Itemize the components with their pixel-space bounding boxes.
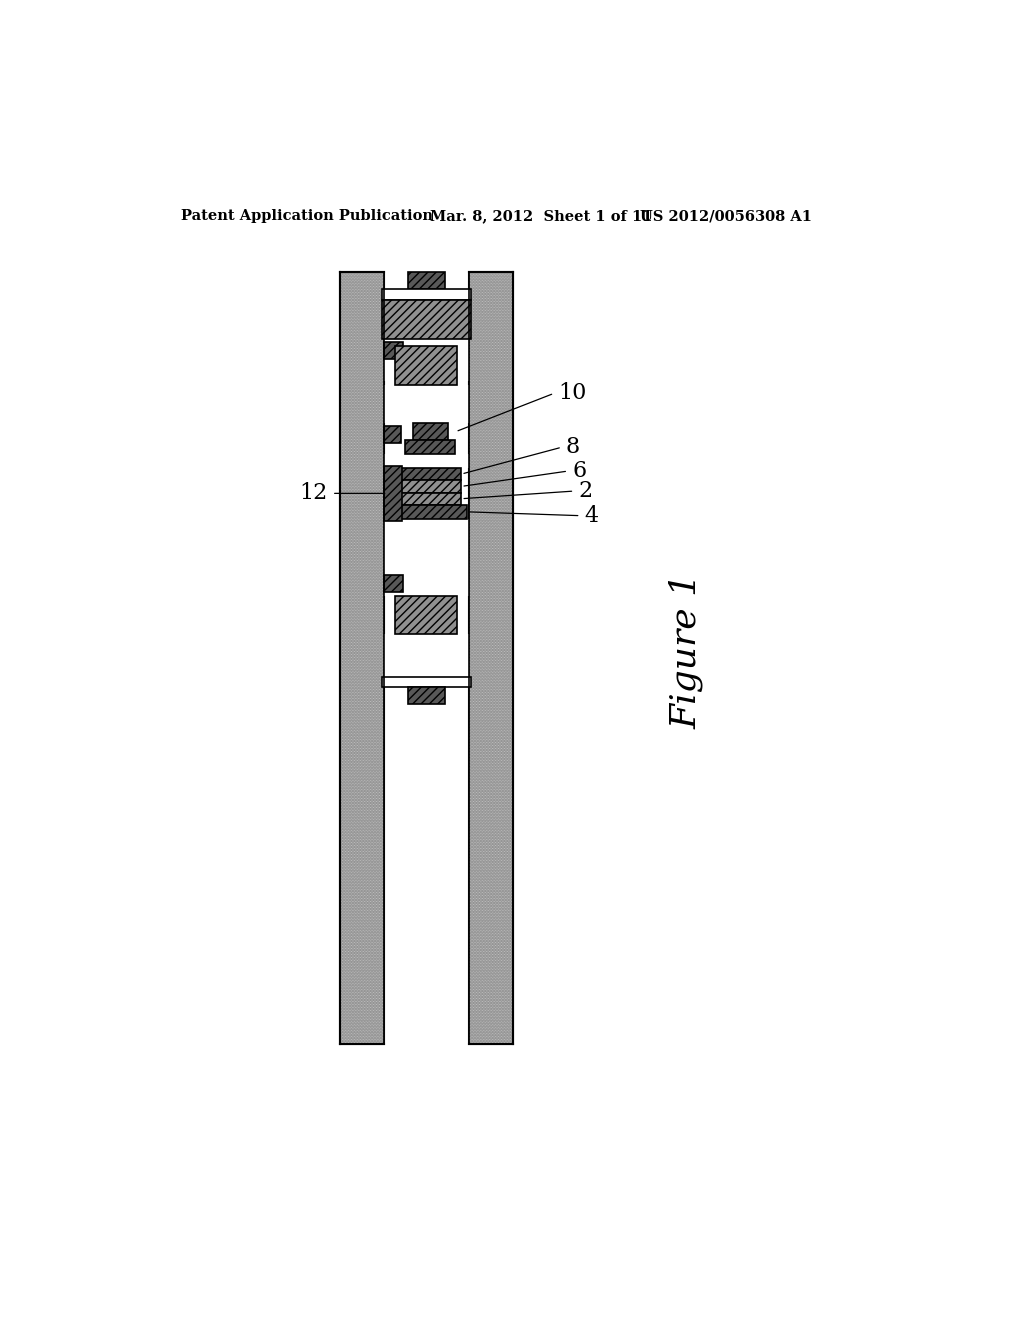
Bar [469, 272, 513, 1044]
Text: Mar. 8, 2012  Sheet 1 of 11: Mar. 8, 2012 Sheet 1 of 11 [430, 209, 652, 223]
Bar [406, 441, 456, 454]
Bar [408, 688, 445, 705]
Bar [384, 272, 469, 1044]
Bar [384, 466, 402, 521]
Bar [382, 677, 471, 688]
Bar [384, 576, 403, 591]
Bar [340, 272, 384, 1044]
Text: Patent Application Publication: Patent Application Publication [180, 209, 433, 223]
Bar [391, 480, 461, 492]
Bar [386, 506, 467, 519]
Bar [391, 469, 461, 480]
Bar [382, 300, 471, 339]
Bar [384, 385, 469, 424]
Text: 2: 2 [579, 480, 593, 502]
Bar [340, 272, 384, 1044]
Bar [384, 339, 469, 381]
Bar [413, 424, 447, 441]
Text: Figure 1: Figure 1 [669, 573, 703, 729]
Bar [384, 426, 400, 444]
Bar [382, 289, 471, 300]
Bar [469, 272, 513, 1044]
Text: 6: 6 [572, 461, 586, 482]
Bar [391, 492, 461, 506]
Text: 8: 8 [566, 436, 581, 458]
Bar [395, 595, 458, 635]
Bar [384, 635, 469, 677]
Bar [408, 272, 445, 289]
Text: 10: 10 [558, 383, 587, 404]
Text: 4: 4 [585, 504, 599, 527]
Text: US 2012/0056308 A1: US 2012/0056308 A1 [640, 209, 811, 223]
Text: 12: 12 [300, 482, 328, 504]
Bar [384, 519, 469, 595]
Bar [384, 342, 403, 359]
Bar [384, 454, 469, 469]
Bar [395, 346, 458, 385]
